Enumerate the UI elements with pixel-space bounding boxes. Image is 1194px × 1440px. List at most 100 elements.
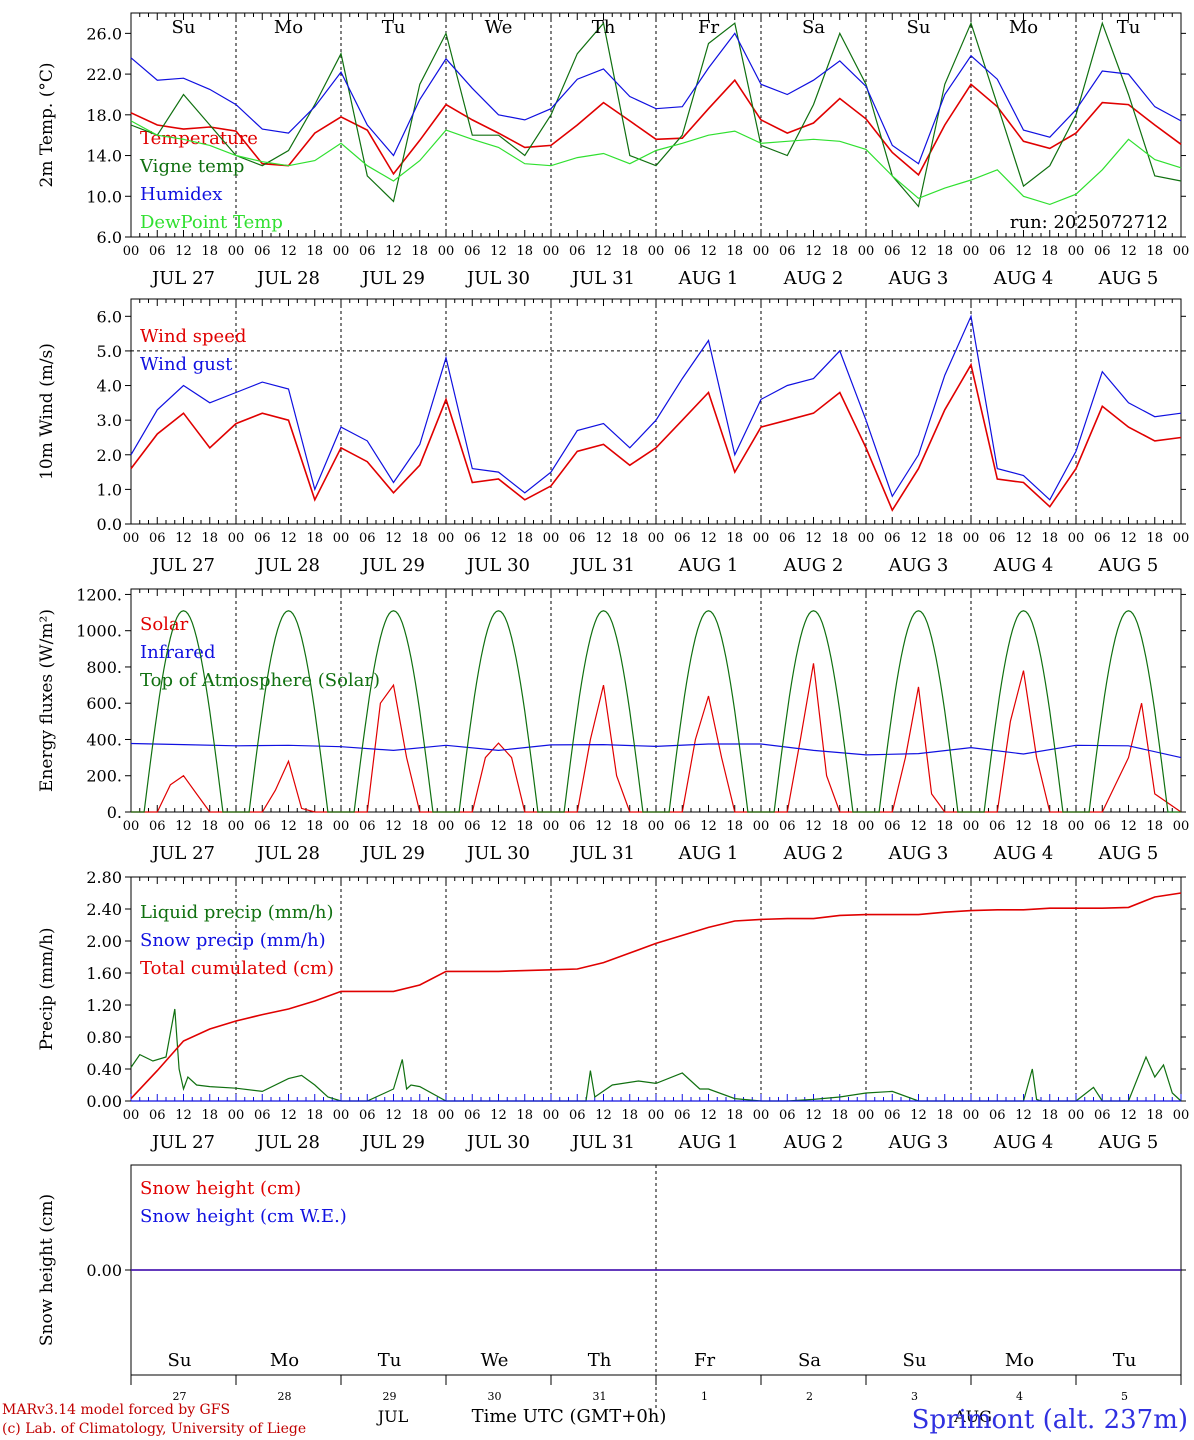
hour-tick-label: 06: [569, 244, 586, 259]
hour-tick-label: 06: [674, 1108, 691, 1123]
hour-tick-label: 00: [123, 244, 140, 259]
hour-tick-label: 12: [1015, 244, 1032, 259]
date-label: JUL 31: [570, 268, 635, 289]
day-name: Tu: [382, 17, 406, 38]
legend-entry: Liquid precip (mm/h): [140, 902, 334, 923]
date-label: AUG 1: [678, 843, 739, 864]
hour-tick-label: 18: [516, 531, 533, 546]
legend-entry: Wind speed: [140, 326, 246, 347]
y-tick-label: 0.0: [97, 515, 122, 534]
y-axis-label: Snow height (cm): [37, 1194, 57, 1346]
day-name: Th: [592, 17, 616, 38]
y-tick-label: 3.0: [97, 411, 122, 430]
y-tick-label: 0.00: [86, 1261, 122, 1280]
day-number: 27: [173, 1390, 187, 1403]
lab-credit: (c) Lab. of Climatology, University of L…: [2, 1421, 306, 1437]
plot-frame: [130, 298, 1182, 525]
hour-tick-label: 00: [1068, 531, 1085, 546]
day-name: Fr: [698, 17, 719, 38]
date-label: AUG 3: [888, 268, 949, 289]
hour-tick-label: 06: [674, 819, 691, 834]
hour-tick-label: 00: [753, 531, 770, 546]
hour-tick-label: 00: [333, 531, 350, 546]
hour-tick-label: 18: [621, 244, 638, 259]
hour-tick-label: 18: [831, 244, 848, 259]
series-line: [130, 742, 1182, 759]
date-label: JUL 28: [255, 843, 320, 864]
hour-tick-label: 12: [595, 1108, 612, 1123]
date-label: AUG 2: [783, 555, 844, 576]
day-number: 30: [488, 1390, 502, 1403]
hour-tick-label: 12: [1120, 531, 1137, 546]
hour-tick-label: 00: [228, 531, 245, 546]
hour-tick-label: 06: [779, 819, 796, 834]
hour-tick-label: 12: [595, 531, 612, 546]
hour-tick-label: 12: [910, 819, 927, 834]
hour-tick-label: 18: [306, 1108, 323, 1123]
hour-tick-label: 18: [306, 819, 323, 834]
hour-tick-label: 06: [1094, 819, 1111, 834]
date-label: JUL 30: [465, 1132, 530, 1153]
date-label: JUL 29: [360, 268, 425, 289]
hour-tick-label: 18: [831, 819, 848, 834]
hour-tick-label: 12: [700, 531, 717, 546]
panel-2: 0. 200. 400. 600. 800. 1000. 1200. Energy fluxe…: [37, 585, 1189, 864]
hour-tick-label: 06: [884, 1108, 901, 1123]
hour-tick-label: 18: [621, 819, 638, 834]
y-tick-label: 1000.: [76, 622, 122, 641]
hour-tick-label: 06: [989, 1108, 1006, 1123]
hour-tick-label: 06: [1094, 531, 1111, 546]
date-label: AUG 1: [678, 1132, 739, 1153]
hour-tick-label: 00: [963, 819, 980, 834]
y-tick-label: 1.20: [86, 996, 122, 1015]
y-tick-label: 0.40: [86, 1060, 122, 1079]
hour-tick-label: 18: [201, 531, 218, 546]
hour-tick-label: 12: [805, 531, 822, 546]
day-number: 31: [593, 1390, 607, 1403]
hour-tick-label: 18: [1146, 1108, 1163, 1123]
hour-tick-label: 00: [543, 244, 560, 259]
hour-tick-label: 18: [411, 819, 428, 834]
y-tick-label: 600.: [86, 694, 122, 713]
hour-tick-label: 06: [674, 531, 691, 546]
hour-tick-label: 00: [858, 531, 875, 546]
hour-tick-label: 00: [438, 1108, 455, 1123]
date-label: AUG 2: [783, 1132, 844, 1153]
hour-tick-label: 00: [543, 531, 560, 546]
hour-tick-label: 12: [280, 819, 297, 834]
hour-tick-label: 00: [753, 819, 770, 834]
hour-tick-label: 00: [753, 244, 770, 259]
hour-tick-label: 12: [280, 244, 297, 259]
hour-tick-label: 06: [779, 531, 796, 546]
hour-tick-label: 12: [280, 1108, 297, 1123]
day-number: 4: [1016, 1390, 1023, 1403]
day-name: Mo: [270, 1350, 299, 1371]
date-label: JUL 28: [255, 268, 320, 289]
hour-tick-label: 00: [543, 819, 560, 834]
y-tick-label: 14.0: [86, 147, 122, 166]
y-tick-label: 1.0: [97, 480, 122, 499]
hour-tick-label: 12: [385, 244, 402, 259]
hour-tick-label: 12: [490, 1108, 507, 1123]
date-label: AUG 4: [993, 843, 1054, 864]
day-name: Fr: [694, 1350, 715, 1371]
hour-tick-label: 00: [438, 244, 455, 259]
hour-tick-label: 12: [595, 819, 612, 834]
day-name: We: [485, 17, 513, 38]
day-number: 28: [278, 1390, 292, 1403]
y-tick-label: 26.0: [86, 24, 122, 43]
hour-tick-label: 00: [858, 1108, 875, 1123]
legend-entry: Humidex: [140, 184, 222, 205]
hour-tick-label: 00: [1173, 1108, 1190, 1123]
hour-tick-label: 00: [438, 531, 455, 546]
hour-tick-label: 00: [963, 244, 980, 259]
hour-tick-label: 18: [516, 244, 533, 259]
hour-tick-label: 18: [936, 531, 953, 546]
legend-entry: Solar: [140, 614, 189, 635]
hour-tick-label: 00: [858, 819, 875, 834]
hour-tick-label: 06: [674, 244, 691, 259]
x-axis-title: Time UTC (GMT+0h): [472, 1406, 667, 1427]
hour-tick-label: 12: [175, 244, 192, 259]
legend-entry: Temperature: [140, 128, 258, 149]
